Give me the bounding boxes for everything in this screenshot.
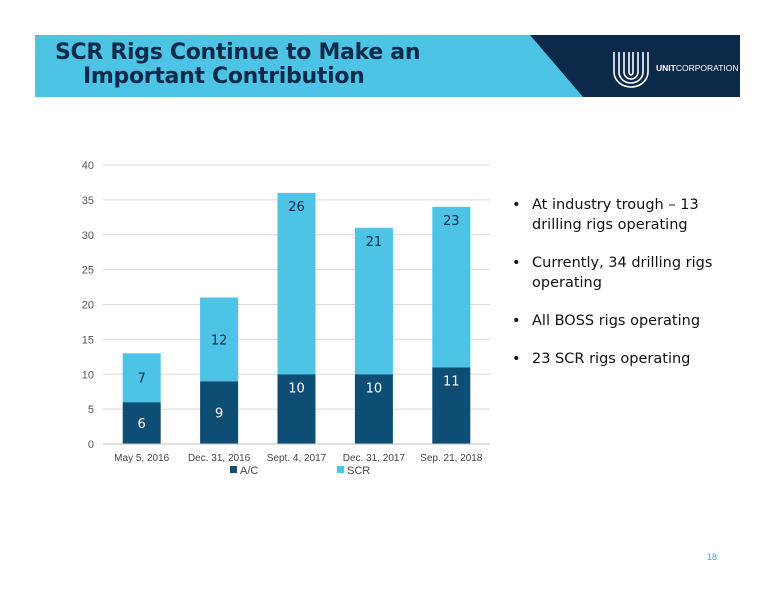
y-tick-label: 40 [82,160,94,172]
legend-label: A/C [240,465,258,477]
logo-wordmark: UNITCORPORATION [656,63,739,73]
x-tick-label: May 5, 2016 [114,453,169,464]
bullet-item: Currently, 34 drilling rigs operating [510,253,740,293]
bullet-item: All BOSS rigs operating [510,311,740,331]
legend-label: SCR [347,465,370,477]
legend-swatch [337,466,344,473]
bullet-item: At industry trough – 13 drilling rigs op… [510,195,740,235]
data-label: 9 [215,407,223,422]
data-label: 21 [366,235,383,250]
data-label: 11 [443,374,460,389]
page-number: 18 [707,552,718,562]
data-label: 7 [138,372,146,387]
title-banner [35,35,740,97]
bar-ac [122,402,161,444]
legend-swatch [230,466,237,473]
data-label: 23 [443,214,460,229]
bar-ac [354,374,393,444]
y-tick-label: 0 [88,439,94,451]
bar-scr [432,206,471,368]
x-tick-label: Sep. 21, 2018 [420,453,483,464]
bullet-list: At industry trough – 13 drilling rigs op… [510,195,740,387]
title-line-1: SCR Rigs Continue to Make an [55,40,421,65]
data-label: 6 [138,417,146,432]
bullet-item: 23 SCR rigs operating [510,349,740,369]
bar-scr [122,353,161,403]
y-tick-label: 30 [82,230,94,242]
y-tick-label: 15 [82,334,94,346]
bar-ac [277,374,316,444]
bar-scr [354,227,393,375]
y-tick-label: 20 [82,300,94,312]
data-label: 12 [211,333,228,348]
bar-scr [277,192,316,375]
bar-ac [432,367,471,444]
data-label: 10 [366,381,383,396]
bar-scr [200,297,239,382]
y-tick-label: 10 [82,369,94,381]
x-tick-label: Dec. 31, 2017 [343,453,406,464]
data-label: 10 [288,381,305,396]
x-tick-label: Sept. 4, 2017 [267,453,327,464]
unit-logo-icon [608,48,654,90]
y-tick-label: 35 [82,195,94,207]
bar-ac [200,381,239,444]
data-label: 26 [288,200,305,215]
y-tick-label: 25 [82,265,94,277]
title-line-2: Important Contribution [83,64,365,89]
x-tick-label: Dec. 31, 2016 [188,453,251,464]
y-tick-label: 5 [88,404,94,416]
